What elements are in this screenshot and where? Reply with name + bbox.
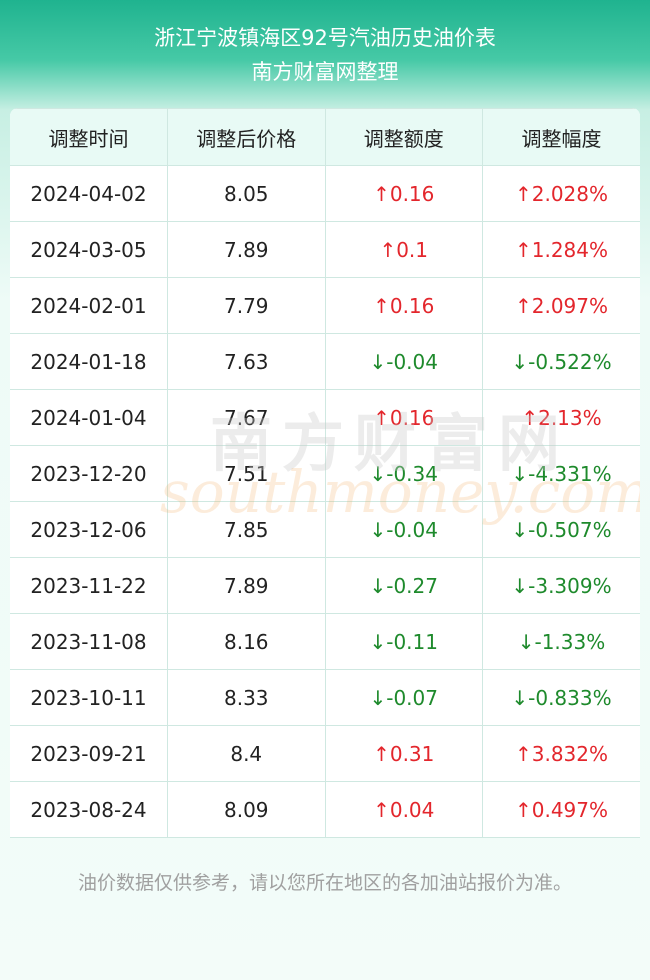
table-cell: 8.33 [167, 669, 326, 726]
table-body: 2024-04-02 8.05 ↑0.16 ↑2.028% 2024-03-05 7.89… [10, 165, 640, 838]
table-cell: ↑1.284% [482, 221, 640, 278]
table-cell: ↓-0.07 [324, 669, 483, 726]
subtitle: 南方财富网整理 [251, 60, 399, 84]
table-row: 2023-11-08 8.16 ↓-0.11 ↓-1.33% [10, 613, 640, 670]
table-row: 2024-01-04 7.67 ↑0.16 ↑2.13% [10, 389, 640, 446]
table-cell: 2024-04-02 [10, 165, 168, 222]
table-cell: ↓-0.507% [482, 501, 640, 558]
table-cell: 7.79 [167, 277, 326, 334]
table-cell: ↓-3.309% [482, 557, 640, 614]
table-cell: ↑0.04 [324, 781, 483, 838]
header-row: 调整时间 调整后价格 调整额度 调整幅度 [10, 108, 640, 166]
table-cell: ↓-0.11 [324, 613, 483, 670]
table-cell: ↑0.16 [324, 165, 483, 222]
table-cell: ↓-0.04 [324, 333, 483, 390]
table-cell: 2023-09-21 [10, 725, 168, 782]
table-cell: ↑0.16 [324, 277, 483, 334]
table-row: 2023-12-06 7.85 ↓-0.04 ↓-0.507% [10, 501, 640, 558]
table-cell: 2023-12-20 [10, 445, 168, 502]
table-cell: 2023-08-24 [10, 781, 168, 838]
table-row: 2023-10-11 8.33 ↓-0.07 ↓-0.833% [10, 669, 640, 726]
table-cell: 2024-02-01 [10, 277, 168, 334]
table-row: 2024-02-01 7.79 ↑0.16 ↑2.097% [10, 277, 640, 334]
table-cell: 7.89 [167, 557, 326, 614]
table-cell: ↓-0.34 [324, 445, 483, 502]
table-cell: 2023-12-06 [10, 501, 168, 558]
table-cell: ↑0.31 [324, 725, 483, 782]
table-card: 调整时间 调整后价格 调整额度 调整幅度 2024-04-02 8.05 ↑0.16 ↑2.… [10, 108, 640, 838]
column-header: 调整后价格 [167, 108, 326, 166]
table-cell: ↑0.1 [324, 221, 483, 278]
column-header: 调整额度 [324, 108, 483, 166]
table-cell: ↓-0.04 [324, 501, 483, 558]
footer-note: 油价数据仅供参考，请以您所在地区的各加油站报价为准。 [77, 872, 572, 894]
table-cell: 7.85 [167, 501, 326, 558]
table-cell: 7.63 [167, 333, 326, 390]
table-cell: ↑0.16 [324, 389, 483, 446]
table-cell: 2023-11-22 [10, 557, 168, 614]
table-row: 2024-01-18 7.63 ↓-0.04 ↓-0.522% [10, 333, 640, 390]
table-cell: 2023-11-08 [10, 613, 168, 670]
table-cell: 8.16 [167, 613, 326, 670]
table-row: 2024-04-02 8.05 ↑0.16 ↑2.028% [10, 165, 640, 222]
table-cell: 2023-10-11 [10, 669, 168, 726]
table-cell: 7.89 [167, 221, 326, 278]
table-cell: ↑0.497% [482, 781, 640, 838]
table-cell: 7.67 [167, 389, 326, 446]
table-cell: ↓-1.33% [482, 613, 640, 670]
column-header: 调整时间 [10, 108, 168, 166]
table-row: 2023-08-24 8.09 ↑0.04 ↑0.497% [10, 781, 640, 838]
table-cell: 8.4 [167, 725, 326, 782]
table-cell: 8.05 [167, 165, 326, 222]
table-row: 2023-11-22 7.89 ↓-0.27 ↓-3.309% [10, 557, 640, 614]
title: 浙江宁波镇海区92号汽油历史油价表 [154, 26, 496, 50]
table-cell: 2024-01-18 [10, 333, 168, 390]
table-cell: ↑2.097% [482, 277, 640, 334]
table-cell: 2024-01-04 [10, 389, 168, 446]
table-cell: 7.51 [167, 445, 326, 502]
column-header: 调整幅度 [482, 108, 640, 166]
table-row: 2023-09-21 8.4 ↑0.31 ↑3.832% [10, 725, 640, 782]
table-cell: ↑2.028% [482, 165, 640, 222]
table-cell: ↑2.13% [482, 389, 640, 446]
price-table: 调整时间 调整后价格 调整额度 调整幅度 2024-04-02 8.05 ↑0.16 ↑2.… [10, 108, 640, 838]
table-row: 2023-12-20 7.51 ↓-0.34 ↓-4.331% [10, 445, 640, 502]
table-row: 2024-03-05 7.89 ↑0.1 ↑1.284% [10, 221, 640, 278]
table-cell: 8.09 [167, 781, 326, 838]
table-cell: ↓-4.331% [482, 445, 640, 502]
table-cell: ↑3.832% [482, 725, 640, 782]
table-cell: ↓-0.27 [324, 557, 483, 614]
table-cell: 2024-03-05 [10, 221, 168, 278]
table-cell: ↓-0.833% [482, 669, 640, 726]
table-cell: ↓-0.522% [482, 333, 640, 390]
